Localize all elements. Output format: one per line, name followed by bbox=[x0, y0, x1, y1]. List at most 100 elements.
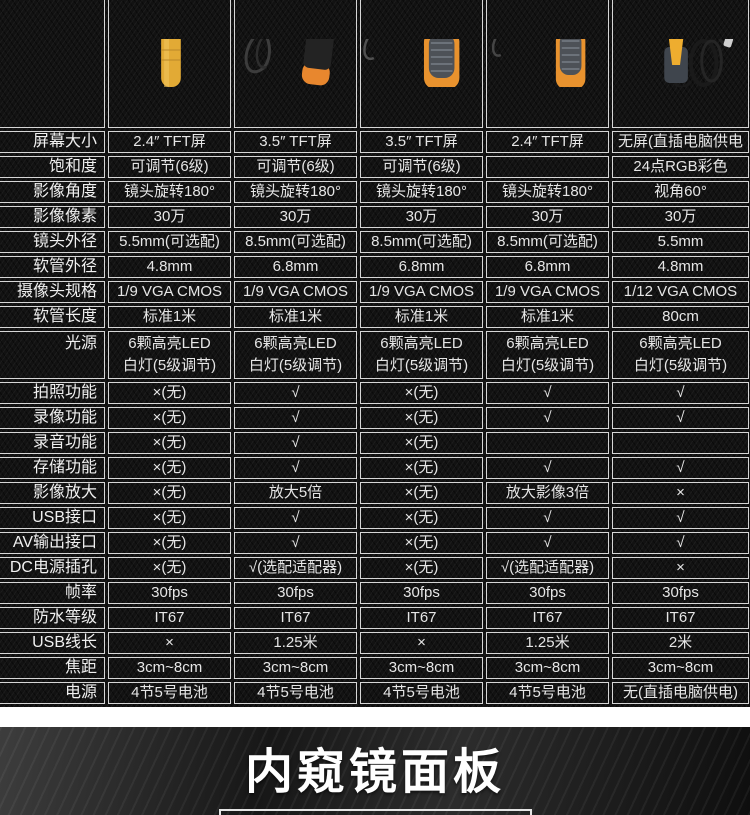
spec-value: 4.8mm bbox=[612, 256, 749, 278]
spec-value: 放大影像3倍 bbox=[486, 482, 609, 504]
spec-value: 6颗高亮LED 白灯(5级调节) bbox=[612, 331, 749, 379]
table-row: USB接口 ×(无) √ ×(无) √ √ bbox=[0, 507, 749, 529]
table-row: DC电源插孔 ×(无) √(选配适配器) ×(无) √(选配适配器) × bbox=[0, 557, 749, 579]
spec-value: 30fps bbox=[486, 582, 609, 604]
endoscope-orange-gray-grip-image bbox=[363, 39, 460, 87]
spec-value: 6颗高亮LED 白灯(5级调节) bbox=[108, 331, 231, 379]
spec-value: ×(无) bbox=[360, 532, 483, 554]
table-row: 影像角度 镜头旋转180° 镜头旋转180° 镜头旋转180° 镜头旋转180° 视角60… bbox=[0, 181, 749, 203]
spec-value: √ bbox=[234, 382, 357, 404]
spec-value: IT67 bbox=[360, 607, 483, 629]
spec-value: × bbox=[612, 482, 749, 504]
spec-value: √ bbox=[486, 457, 609, 479]
row-label: 帧率 bbox=[0, 582, 105, 604]
spec-value: 标准1米 bbox=[234, 306, 357, 328]
spec-value: 8.5mm(可选配) bbox=[486, 231, 609, 253]
table-row: AV输出接口 ×(无) √ ×(无) √ √ bbox=[0, 532, 749, 554]
spec-value: 4节5号电池 bbox=[486, 682, 609, 704]
table-row: 光源 6颗高亮LED 白灯(5级调节) 6颗高亮LED 白灯(5级调节) 6颗高亮LE… bbox=[0, 331, 749, 379]
row-label: 存储功能 bbox=[0, 457, 105, 479]
spec-value: ×(无) bbox=[108, 482, 231, 504]
spec-value: 3cm~8cm bbox=[612, 657, 749, 679]
row-label: 影像像素 bbox=[0, 206, 105, 228]
table-row: 电源 4节5号电池 4节5号电池 4节5号电池 4节5号电池 无(直插电脑供电) bbox=[0, 682, 749, 704]
spec-value: √ bbox=[612, 532, 749, 554]
spec-value: IT67 bbox=[612, 607, 749, 629]
spec-table: 屏幕大小 2.4″ TFT屏 3.5″ TFT屏 3.5″ TFT屏 2.4″ TFT屏… bbox=[0, 0, 749, 704]
spec-value: 镜头旋转180° bbox=[234, 181, 357, 203]
spec-value: 放大5倍 bbox=[234, 482, 357, 504]
spec-value: √ bbox=[234, 457, 357, 479]
spec-value: 1.25米 bbox=[486, 632, 609, 654]
spec-value: 4.8mm bbox=[108, 256, 231, 278]
spec-value: 镜头旋转180° bbox=[360, 181, 483, 203]
spec-value: ×(无) bbox=[360, 407, 483, 429]
row-label: 软管长度 bbox=[0, 306, 105, 328]
spec-value: 30万 bbox=[360, 206, 483, 228]
spec-value: 可调节(6级) bbox=[360, 156, 483, 178]
spec-value: 30万 bbox=[612, 206, 749, 228]
table-row: 影像放大 ×(无) 放大5倍 ×(无) 放大影像3倍 × bbox=[0, 482, 749, 504]
banner-title: 内窥镜面板 bbox=[244, 745, 505, 799]
row-label: 软管外径 bbox=[0, 256, 105, 278]
spec-value: ×(无) bbox=[108, 532, 231, 554]
spec-value: 无(直插电脑供电) bbox=[612, 682, 749, 704]
table-row: 饱和度 可调节(6级) 可调节(6级) 可调节(6级) 24点RGB彩色 bbox=[0, 156, 749, 178]
spec-value: 3cm~8cm bbox=[360, 657, 483, 679]
row-label: 镜头外径 bbox=[0, 231, 105, 253]
empty-corner-cell bbox=[0, 0, 105, 128]
spec-value: ×(无) bbox=[360, 457, 483, 479]
spec-value: 6颗高亮LED 白灯(5级调节) bbox=[360, 331, 483, 379]
spec-value: 3cm~8cm bbox=[108, 657, 231, 679]
product-photo-1 bbox=[108, 0, 231, 128]
spec-value bbox=[612, 432, 749, 454]
spec-value: 5.5mm bbox=[612, 231, 749, 253]
spec-value: IT67 bbox=[234, 607, 357, 629]
spec-value: 2.4″ TFT屏 bbox=[108, 131, 231, 153]
row-label: USB接口 bbox=[0, 507, 105, 529]
row-label: DC电源插孔 bbox=[0, 557, 105, 579]
spec-value: 6颗高亮LED 白灯(5级调节) bbox=[486, 331, 609, 379]
spec-value: 1/9 VGA CMOS bbox=[360, 281, 483, 303]
table-row: 影像像素 30万 30万 30万 30万 30万 bbox=[0, 206, 749, 228]
spec-value: 镜头旋转180° bbox=[486, 181, 609, 203]
spec-value: 5.5mm(可选配) bbox=[108, 231, 231, 253]
spec-value: IT67 bbox=[486, 607, 609, 629]
spec-value: √ bbox=[234, 432, 357, 454]
spec-value: ×(无) bbox=[360, 507, 483, 529]
spec-value bbox=[486, 156, 609, 178]
table-row: 存储功能 ×(无) √ ×(无) √ √ bbox=[0, 457, 749, 479]
spec-value: √ bbox=[612, 407, 749, 429]
spec-value: √ bbox=[234, 507, 357, 529]
spec-panel: 屏幕大小 2.4″ TFT屏 3.5″ TFT屏 3.5″ TFT屏 2.4″ TFT屏… bbox=[0, 0, 750, 707]
spec-value: 30fps bbox=[108, 582, 231, 604]
product-photo-row bbox=[0, 0, 749, 128]
spec-value: IT67 bbox=[108, 607, 231, 629]
spec-value: 24点RGB彩色 bbox=[612, 156, 749, 178]
spec-value: 30fps bbox=[612, 582, 749, 604]
row-label: 摄像头规格 bbox=[0, 281, 105, 303]
row-label: USB线长 bbox=[0, 632, 105, 654]
product-photo-5 bbox=[612, 0, 749, 128]
table-row: 拍照功能 ×(无) √ ×(无) √ √ bbox=[0, 382, 749, 404]
spec-value: 4节5号电池 bbox=[234, 682, 357, 704]
product-photo-2 bbox=[234, 0, 357, 128]
spec-value: 6.8mm bbox=[486, 256, 609, 278]
spec-value: 3cm~8cm bbox=[486, 657, 609, 679]
spec-value: 8.5mm(可选配) bbox=[234, 231, 357, 253]
spec-value: 30fps bbox=[234, 582, 357, 604]
spec-value: 3.5″ TFT屏 bbox=[360, 131, 483, 153]
row-label: 录音功能 bbox=[0, 432, 105, 454]
spec-value: 1/12 VGA CMOS bbox=[612, 281, 749, 303]
row-label: 影像放大 bbox=[0, 482, 105, 504]
spec-value: 3cm~8cm bbox=[234, 657, 357, 679]
row-label: 录像功能 bbox=[0, 407, 105, 429]
table-row: 屏幕大小 2.4″ TFT屏 3.5″ TFT屏 3.5″ TFT屏 2.4″ TFT屏… bbox=[0, 131, 749, 153]
spec-value: 6颗高亮LED 白灯(5级调节) bbox=[234, 331, 357, 379]
spec-value: 标准1米 bbox=[360, 306, 483, 328]
spec-value: 4节5号电池 bbox=[360, 682, 483, 704]
table-row: USB线长 × 1.25米 × 1.25米 2米 bbox=[0, 632, 749, 654]
spec-value: ×(无) bbox=[108, 507, 231, 529]
spec-value: ×(无) bbox=[360, 482, 483, 504]
spec-value: ×(无) bbox=[360, 557, 483, 579]
